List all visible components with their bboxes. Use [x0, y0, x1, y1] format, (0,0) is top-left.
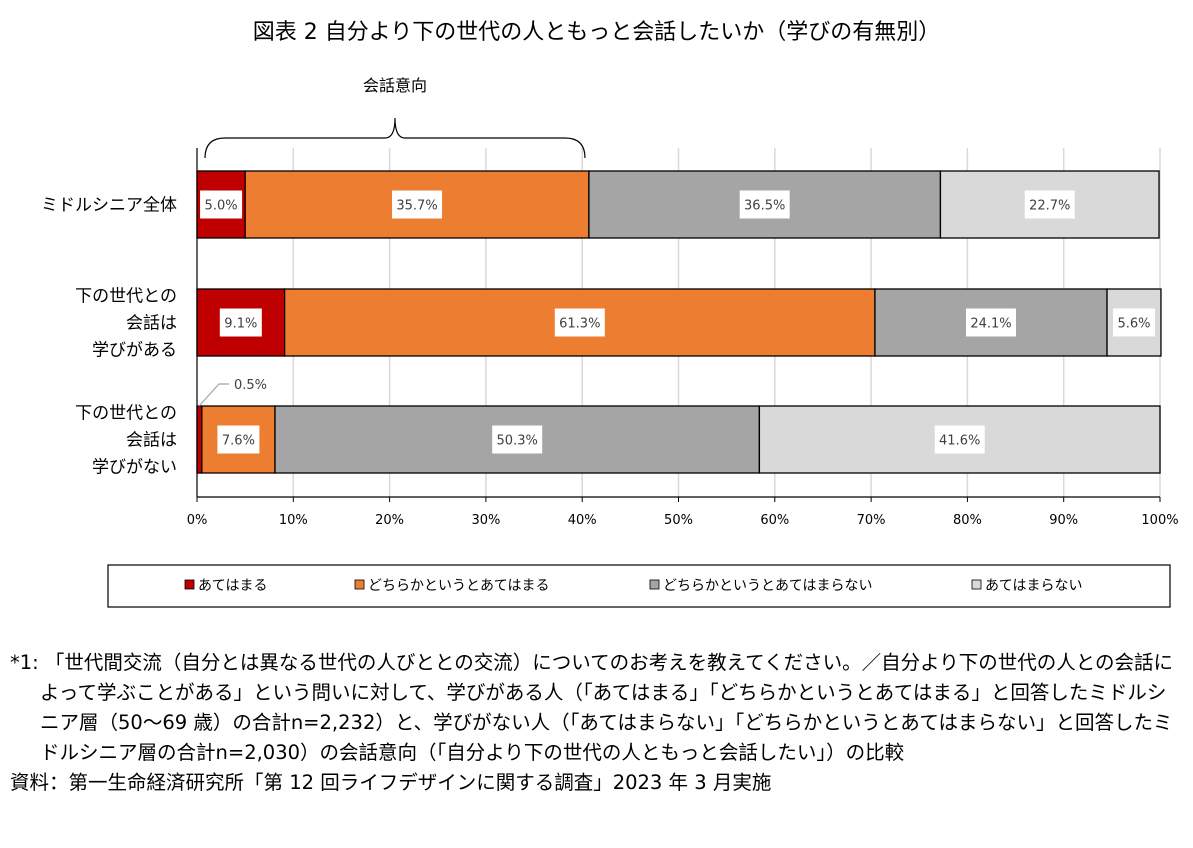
x-tick-label: 100%	[1141, 513, 1178, 528]
legend-label: どちらかというとあてはまらない	[663, 578, 872, 594]
legend-swatch	[354, 579, 365, 590]
leader-line	[198, 383, 229, 407]
chart-title: 図表 2 自分より下の世代の人ともっと会話したいか（学びの有無別）	[252, 20, 941, 45]
legend-swatch	[971, 579, 982, 590]
data-label: 41.6%	[939, 434, 980, 449]
legend-label: あてはまらない	[985, 578, 1082, 594]
x-tick-label: 50%	[664, 513, 693, 528]
data-label-box	[965, 308, 1016, 337]
category-label: 下の世代との	[75, 287, 177, 307]
x-tick-label: 0%	[187, 513, 208, 528]
data-label: 5.0%	[205, 199, 238, 214]
data-label: 0.5%	[234, 378, 267, 393]
stacked-bar-chart: 0% 10% 20% 30% 40% 50% 60% 70% 80% 90% 100% ミドルシニア全…	[41, 76, 1179, 608]
category-label: 会話は	[126, 314, 177, 334]
category-label: 学びがある	[92, 341, 177, 361]
x-tick-label: 90%	[1049, 513, 1078, 528]
x-tick-label: 60%	[760, 513, 789, 528]
legend-swatch	[184, 579, 195, 590]
data-label-box	[392, 190, 443, 219]
data-label-box	[1112, 308, 1155, 337]
data-label-box	[217, 425, 260, 454]
x-tick-label: 40%	[568, 513, 597, 528]
brace-annotation	[204, 117, 586, 159]
data-label: 24.1%	[970, 317, 1011, 332]
data-label-box	[739, 190, 790, 219]
data-label: 36.5%	[744, 199, 785, 214]
legend-label: どちらかというとあてはまる	[368, 578, 549, 594]
data-label-box	[934, 425, 985, 454]
category-label: 下の世代との	[75, 404, 177, 424]
data-label: 9.1%	[224, 317, 257, 332]
footnotes: *1: 「世代間交流（自分とは異なる世代の人びととの交流）についてのお考えを教え…	[10, 648, 1185, 798]
legend-box	[107, 564, 1171, 608]
category-label: ミドルシニア全体	[41, 196, 177, 216]
data-label: 35.7%	[396, 199, 437, 214]
data-label-box	[554, 308, 605, 337]
footnote-1: *1: 「世代間交流（自分とは異なる世代の人びととの交流）についてのお考えを教え…	[10, 651, 1174, 764]
legend-swatch	[649, 579, 660, 590]
category-label: 学びがない	[92, 458, 177, 478]
data-label-box	[1024, 190, 1075, 219]
data-label: 7.6%	[222, 434, 255, 449]
x-tick-label: 10%	[279, 513, 308, 528]
data-label: 5.6%	[1117, 317, 1150, 332]
x-tick-label: 70%	[857, 513, 886, 528]
bar-segment	[196, 405, 203, 474]
x-tick-label: 20%	[375, 513, 404, 528]
data-label-box	[200, 190, 243, 219]
category-label: 会話は	[126, 431, 177, 451]
legend-label: あてはまる	[198, 578, 267, 594]
data-label: 22.7%	[1029, 199, 1070, 214]
source-note: 資料：第一生命経済研究所「第 12 回ライフデザインに関する調査」2023 年 …	[10, 771, 772, 794]
data-label: 50.3%	[497, 434, 538, 449]
x-tick-label: 80%	[953, 513, 982, 528]
annotation-label: 会話意向	[363, 76, 427, 95]
data-label: 61.3%	[559, 317, 600, 332]
data-label-box	[492, 425, 543, 454]
data-label-box	[219, 308, 262, 337]
x-tick-label: 30%	[471, 513, 500, 528]
